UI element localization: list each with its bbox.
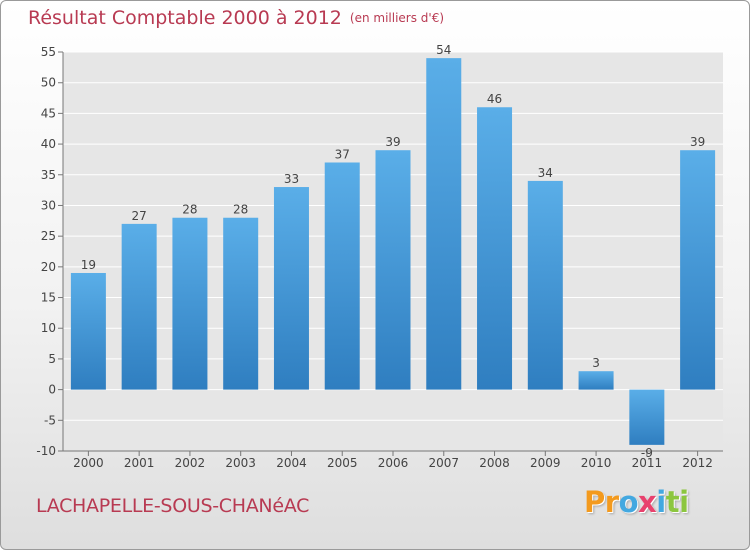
bar-value-label: 27 <box>132 209 147 223</box>
bar-value-label: 39 <box>690 135 705 149</box>
bar <box>477 107 513 390</box>
y-tick-label: 5 <box>48 352 56 366</box>
bar <box>273 187 309 390</box>
bar <box>324 162 360 390</box>
bar-value-label: 28 <box>233 203 248 217</box>
bar <box>70 272 106 390</box>
logo-letter: o <box>618 485 639 519</box>
bar <box>121 223 157 390</box>
bar-value-label: 46 <box>487 92 502 106</box>
x-tick-label: 2000 <box>73 456 104 470</box>
logo-letter: r <box>604 485 619 519</box>
title-unit: (en milliers d'€) <box>349 11 445 25</box>
x-tick-label: 2012 <box>682 456 713 470</box>
bar-value-label: 34 <box>538 166 553 180</box>
y-tick-label: 25 <box>41 229 56 243</box>
x-tick-label: 2002 <box>175 456 206 470</box>
bar-value-label: 19 <box>81 258 96 272</box>
x-tick-label: 2008 <box>479 456 510 470</box>
bar-value-label: 28 <box>182 203 197 217</box>
chart-title: Résultat Comptable 2000 à 2012 (en millie… <box>28 7 444 29</box>
bar <box>629 389 665 445</box>
title-text: Résultat Comptable 2000 à 2012 <box>28 7 342 29</box>
x-tick-label: 2003 <box>225 456 256 470</box>
y-tick-label: 50 <box>41 76 56 90</box>
logo-letter: i <box>656 485 666 519</box>
x-tick-label: 2010 <box>581 456 612 470</box>
logo-letter: i <box>679 485 689 519</box>
y-tick-label: -5 <box>44 413 56 427</box>
y-tick-label: 0 <box>48 383 56 397</box>
y-tick-label: 10 <box>41 321 56 335</box>
bar <box>172 217 208 390</box>
y-tick-label: 15 <box>41 291 56 305</box>
logo-letter: x <box>638 485 657 519</box>
bar-value-label: 37 <box>335 147 350 161</box>
y-tick-label: 35 <box>41 168 56 182</box>
bar <box>223 217 259 390</box>
x-tick-label: 2005 <box>327 456 358 470</box>
bar-value-label: 54 <box>436 43 451 57</box>
bar-value-label: 39 <box>385 135 400 149</box>
x-tick-label: 2001 <box>124 456 155 470</box>
bar-value-label: -9 <box>641 446 653 460</box>
x-tick-label: 2009 <box>530 456 561 470</box>
bar <box>527 180 563 390</box>
bar <box>375 150 411 390</box>
y-tick-label: 20 <box>41 260 56 274</box>
bar <box>426 58 462 390</box>
logo-letter: P <box>584 485 605 519</box>
logo-letter: t <box>665 485 680 519</box>
x-tick-label: 2007 <box>428 456 459 470</box>
x-tick-label: 2011 <box>632 456 663 470</box>
bar <box>680 150 716 390</box>
x-tick-label: 2006 <box>378 456 409 470</box>
y-tick-label: 30 <box>41 198 56 212</box>
y-tick-label: 40 <box>41 137 56 151</box>
bar-value-label: 3 <box>592 356 600 370</box>
y-tick-label: -10 <box>36 444 56 458</box>
y-tick-label: 55 <box>41 45 56 59</box>
proxiti-logo[interactable]: Proxiti <box>584 485 689 519</box>
bar-value-label: 33 <box>284 172 299 186</box>
commune-name: LACHAPELLE-SOUS-CHANéAC <box>36 495 310 517</box>
y-tick-label: 45 <box>41 106 56 120</box>
bar <box>578 371 614 390</box>
x-tick-label: 2004 <box>276 456 307 470</box>
